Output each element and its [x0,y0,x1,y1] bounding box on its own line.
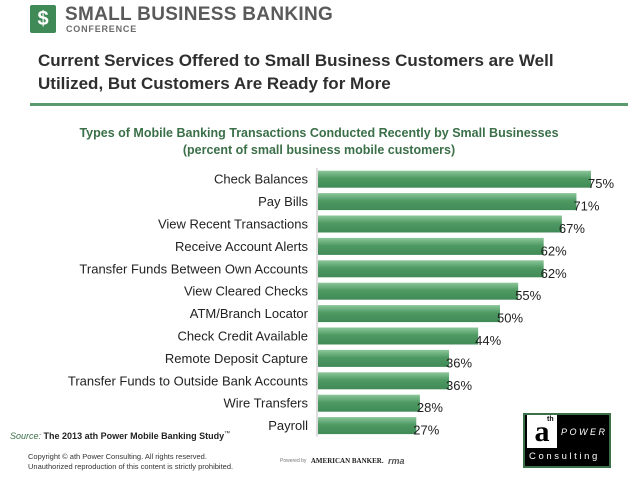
copyright-line-2: Unauthorized reproduction of this conten… [28,462,234,471]
category-label-1: Pay Bills [258,194,308,209]
title-divider [30,103,628,106]
category-label-9: Transfer Funds to Outside Bank Accounts [68,373,309,388]
source-prefix: Source: [10,431,42,441]
rma-logo: rma [388,455,405,466]
chart-subtitle: (percent of small business mobile custom… [182,143,456,157]
copyright-notice: Copyright © ath Power Consulting. All ri… [28,452,233,472]
bar-6 [318,305,500,323]
value-label-11: 27% [413,423,439,438]
bar-11 [318,417,417,435]
bar-0 [318,170,591,188]
bar-1 [318,193,577,211]
value-label-8: 36% [446,355,472,370]
source-text: The 2013 ath Power Mobile Banking Study [43,431,225,441]
powered-by-label: Powered by [280,457,307,464]
category-label-3: Receive Account Alerts [175,239,308,254]
bar-4 [318,260,544,278]
ath-logo-superscript: th [547,416,554,423]
bar-2 [318,215,562,233]
value-label-1: 71% [573,199,599,214]
page-title: Current Services Offered to Small Busine… [38,51,554,93]
sponsor-logos: Powered by AMERICAN BANKER. rma [280,452,405,466]
bar-9 [318,372,450,390]
logo-title: SMALL BUSINESS BANKING [65,4,334,25]
value-label-9: 36% [446,378,472,393]
american-banker-logo: AMERICAN BANKER. [310,456,384,465]
category-label-0: Check Balances [214,172,308,187]
ath-logo-power: POWER [561,427,608,437]
value-label-5: 55% [515,288,541,303]
value-label-4: 62% [541,266,567,281]
value-label-0: 75% [588,176,614,191]
logo-subtitle: CONFERENCE [66,24,138,34]
category-label-5: View Cleared Checks [184,284,309,299]
ath-power-logo: a th POWER Consulting [523,413,611,468]
ath-logo-letter: a [527,415,557,448]
dollar-logo-icon: $ [30,5,56,33]
header: $ SMALL BUSINESS BANKING CONFERENCE [0,0,638,44]
value-label-7: 44% [475,333,501,348]
category-label-4: Transfer Funds Between Own Accounts [79,261,308,276]
source-note: Source: The 2013 ath Power Mobile Bankin… [10,431,230,441]
chart-title-block: Types of Mobile Banking Transactions Con… [0,125,638,159]
category-label-8: Remote Deposit Capture [165,351,308,366]
chart-title: Types of Mobile Banking Transactions Con… [79,126,559,140]
category-label-7: Check Credit Available [177,329,308,344]
bar-3 [318,237,544,255]
ath-logo-consulting: Consulting [529,451,600,462]
value-label-2: 67% [559,221,585,236]
trademark-mark: ™ [224,431,231,437]
value-label-6: 50% [497,311,523,326]
bar-8 [318,349,450,367]
value-label-10: 28% [417,400,443,415]
bar-7 [318,327,479,345]
copyright-line-1: Copyright © ath Power Consulting. All ri… [28,452,207,461]
category-label-6: ATM/Branch Locator [190,306,309,321]
value-label-3: 62% [541,243,567,258]
category-label-2: View Recent Transactions [158,217,309,232]
bar-10 [318,394,420,412]
bar-5 [318,282,519,300]
category-label-11: Payroll [268,418,308,433]
category-label-10: Wire Transfers [223,396,308,411]
